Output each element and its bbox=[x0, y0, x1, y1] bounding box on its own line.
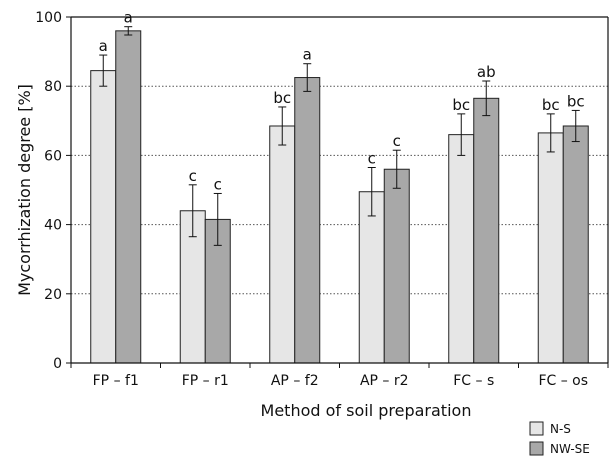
significance-letter: c bbox=[189, 167, 197, 185]
significance-letter: ab bbox=[477, 63, 496, 81]
x-tick-label: FP – r1 bbox=[182, 373, 229, 389]
significance-letter: c bbox=[368, 150, 376, 168]
x-tick-label: AP – f2 bbox=[271, 373, 319, 389]
bar bbox=[537, 132, 564, 364]
bar bbox=[294, 77, 321, 364]
bar bbox=[448, 134, 475, 364]
bar bbox=[90, 70, 117, 364]
y-tick-label: 0 bbox=[53, 356, 62, 372]
x-axis-label: Method of soil preparation bbox=[261, 401, 472, 420]
x-tick-label: FP – f1 bbox=[93, 373, 139, 389]
legend-swatch bbox=[529, 421, 544, 436]
bar bbox=[562, 125, 589, 364]
y-tick-label: 40 bbox=[44, 218, 62, 234]
significance-letter: bc bbox=[452, 96, 470, 114]
significance-letter: bc bbox=[567, 92, 585, 110]
significance-letter: a bbox=[99, 37, 108, 55]
legend-label: N-S bbox=[550, 422, 571, 436]
legend: N-S NW-SE bbox=[529, 421, 590, 456]
significance-letter: c bbox=[393, 132, 401, 150]
y-tick-label: 60 bbox=[44, 148, 62, 164]
y-axis-label: Mycorrhization degree [%] bbox=[15, 84, 34, 296]
significance-letter: c bbox=[214, 175, 222, 193]
significance-letter: a bbox=[124, 9, 133, 27]
bar bbox=[358, 191, 385, 364]
significance-letter: bc bbox=[542, 96, 560, 114]
y-tick-label: 80 bbox=[44, 79, 62, 95]
grid-lines bbox=[71, 85, 608, 295]
y-tick-label: 100 bbox=[35, 10, 62, 26]
error-bars bbox=[99, 26, 580, 246]
bar bbox=[383, 168, 410, 364]
bars bbox=[90, 30, 589, 364]
significance-letter: a bbox=[303, 46, 312, 64]
bar bbox=[115, 30, 142, 364]
bar bbox=[269, 125, 296, 364]
x-tick-label: FC – s bbox=[453, 373, 494, 389]
x-tick-label: AP – r2 bbox=[360, 373, 409, 389]
x-tick-label: FC – os bbox=[538, 373, 588, 389]
legend-swatch bbox=[529, 441, 544, 456]
legend-label: NW-SE bbox=[550, 442, 590, 456]
significance-letter: bc bbox=[273, 89, 291, 107]
bar bbox=[473, 97, 500, 364]
axes: 0 20 40 60 80 100 FP – f1 FP – r1 AP – f2 AP – r2… bbox=[35, 10, 609, 389]
y-tick-label: 20 bbox=[44, 287, 62, 303]
